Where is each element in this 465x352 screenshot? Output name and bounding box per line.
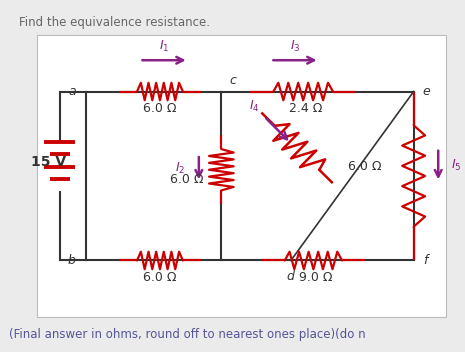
Text: $d$: $d$ bbox=[286, 269, 296, 283]
Text: (Final answer in ohms, round off to nearest ones place)(do n: (Final answer in ohms, round off to near… bbox=[9, 328, 366, 341]
Text: 6.0 Ω: 6.0 Ω bbox=[143, 271, 177, 284]
Text: $I_1$: $I_1$ bbox=[159, 39, 169, 54]
Text: Find the equivalence resistance.: Find the equivalence resistance. bbox=[19, 16, 210, 29]
Text: $I_2$: $I_2$ bbox=[175, 161, 186, 176]
Text: $b$: $b$ bbox=[67, 253, 77, 268]
Text: $e$: $e$ bbox=[422, 85, 432, 98]
Text: $c$: $c$ bbox=[229, 74, 238, 87]
Text: $a$: $a$ bbox=[67, 85, 76, 98]
Text: 6.0 Ω: 6.0 Ω bbox=[143, 102, 177, 115]
Text: $I_4$: $I_4$ bbox=[249, 99, 259, 114]
Text: 2.4 Ω: 2.4 Ω bbox=[289, 102, 322, 115]
Text: 15 V: 15 V bbox=[31, 155, 66, 169]
Text: $I_5$: $I_5$ bbox=[452, 157, 462, 172]
Text: 6.0 Ω: 6.0 Ω bbox=[170, 173, 203, 186]
Text: $I_3$: $I_3$ bbox=[290, 39, 300, 54]
Text: 9.0 Ω: 9.0 Ω bbox=[299, 271, 332, 284]
Text: $f$: $f$ bbox=[423, 253, 431, 268]
Text: 6.0 Ω: 6.0 Ω bbox=[348, 160, 382, 173]
